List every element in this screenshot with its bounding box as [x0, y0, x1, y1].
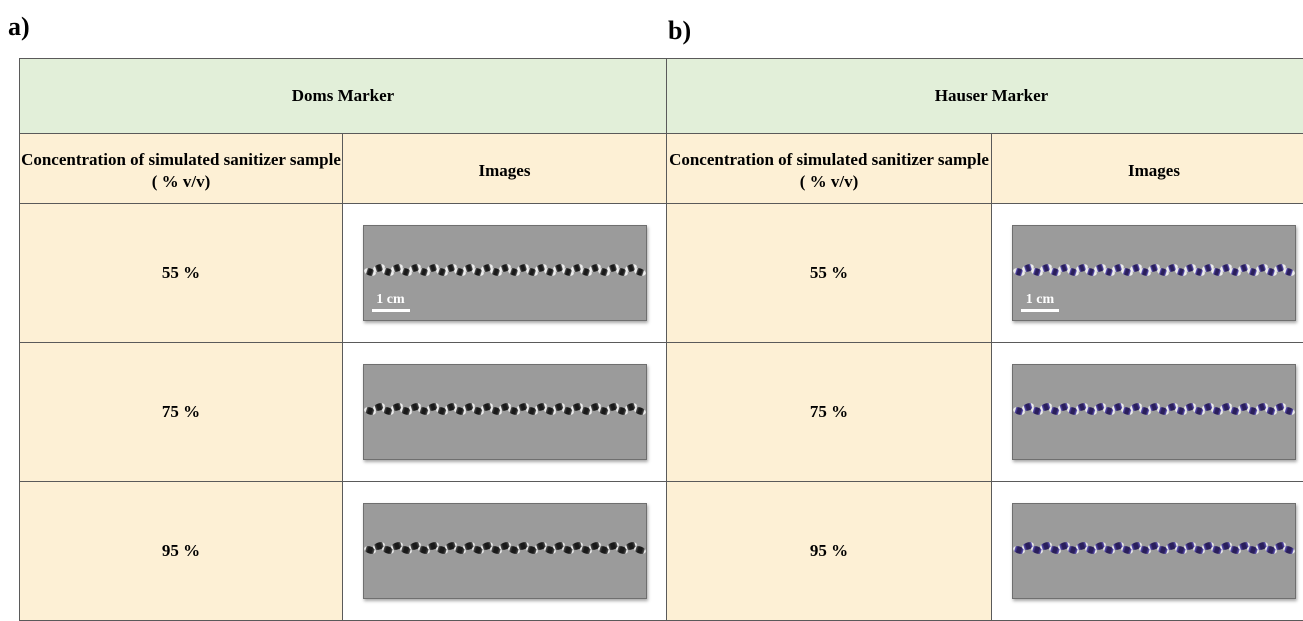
sample-photo: 1 cm: [363, 225, 647, 321]
sample-photo: [1012, 503, 1296, 599]
panel-a-table: Doms Marker Concentration of simulated s…: [19, 58, 667, 621]
sample-photo: [363, 364, 647, 460]
images-column-header: Images: [992, 134, 1303, 204]
images-column-header: Images: [343, 134, 667, 204]
concentration-column-header: Concentration of simulated sanitizer sam…: [20, 134, 343, 204]
concentration-column-header: Concentration of simulated sanitizer sam…: [667, 134, 992, 204]
marker-title: Hauser Marker: [667, 59, 1303, 134]
panel-a-label: a): [8, 14, 30, 40]
concentration-cell: 55 %: [20, 204, 343, 343]
panel-b-table: Hauser Marker Concentration of simulated…: [666, 58, 1303, 621]
concentration-cell: 55 %: [667, 204, 992, 343]
marker-title: Doms Marker: [20, 59, 667, 134]
scale-bar: 1 cm: [1021, 292, 1059, 312]
panel-b-label: b): [668, 18, 691, 44]
concentration-cell: 75 %: [20, 343, 343, 482]
concentration-cell: 95 %: [667, 482, 992, 621]
concentration-cell: 95 %: [20, 482, 343, 621]
concentration-cell: 75 %: [667, 343, 992, 482]
sample-photo: [1012, 364, 1296, 460]
sample-photo: 1 cm: [1012, 225, 1296, 321]
sample-photo: [363, 503, 647, 599]
scale-bar: 1 cm: [372, 292, 410, 312]
